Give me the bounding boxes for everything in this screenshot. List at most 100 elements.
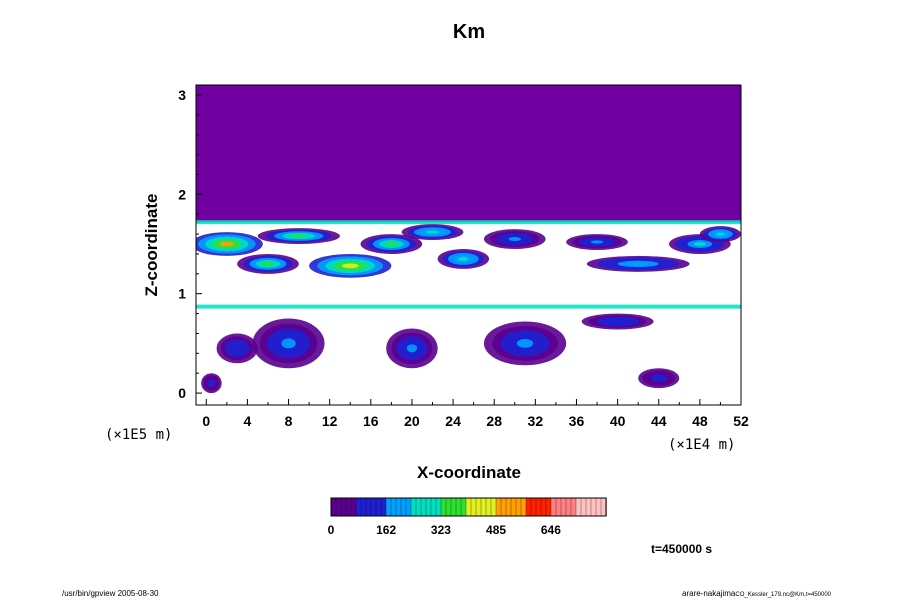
field-blob-0 [196,232,263,256]
y-axis-ticks: 0 1 2 3 [178,87,202,401]
colorbar-cell [415,497,422,517]
colorbar-tick-label: 323 [431,523,451,537]
y-tick-label: 0 [178,385,186,401]
x-tick-label: 0 [202,413,210,429]
colorbar-cell [565,497,572,517]
colorbar-cell [525,497,532,517]
colorbar-cell [500,497,507,517]
x-unit-label: (×1E4 m) [668,437,735,453]
colorbar-cell [495,497,502,517]
colorbar-tick-labels: 0 162 323 485 646 [328,523,562,537]
x-tick-label: 28 [486,413,502,429]
x-tick-label: 16 [363,413,379,429]
colorbar-cell [570,497,577,517]
colorbar-cell [365,497,372,517]
colorbar-cell [410,497,417,517]
footer-right-file: CO_Kessler_179.nc@Km,t=450000 [735,592,832,598]
field-blob-13 [216,333,258,364]
field-blob-4 [360,234,423,254]
colorbar-cell [370,497,377,517]
colorbar-cell [535,497,542,517]
colorbar-cell [590,497,597,517]
x-tick-label: 8 [285,413,293,429]
colorbar-cell [350,497,357,517]
colorbar-cell [345,497,352,517]
colorbar-tick-label: 485 [486,523,506,537]
footer-right: arare-nakajimaCO_Kessler_179.nc@Km,t=450… [682,589,831,598]
colorbar-cell [360,497,367,517]
field-blob-9 [586,255,690,272]
colorbar-cell [545,497,552,517]
x-tick-label: 20 [404,413,420,429]
colorbar-cell [435,497,442,517]
x-tick-label: 12 [322,413,338,429]
colorbar-cell [580,497,587,517]
heatmap-field [196,85,741,394]
colorbar-cell [515,497,522,517]
colorbar-cell [395,497,402,517]
colorbar-tick-label: 0 [328,523,335,537]
x-tick-label: 4 [244,413,252,429]
x-axis-ticks: 0 4 8 12 16 20 24 28 32 36 40 44 48 52 [202,399,749,429]
colorbar-cell [550,497,557,517]
y-tick-label: 3 [178,87,186,103]
time-label: t=450000 s [651,542,712,556]
field-blob-3 [309,253,392,278]
colorbar-cell [520,497,527,517]
field-blob-11 [699,226,741,243]
colorbar-cell [465,497,472,517]
colorbar-cell [560,497,567,517]
field-blob-17 [638,368,680,389]
colorbar-tick-label: 646 [541,523,561,537]
colorbar-cell [505,497,512,517]
field-blob-6 [437,248,490,269]
x-tick-label: 40 [610,413,626,429]
colorbar-cell [355,497,362,517]
colorbar-cell [375,497,382,517]
plot-frame [195,84,742,406]
colorbar-cell [575,497,582,517]
colorbar-cell [405,497,412,517]
colorbar-cell [540,497,547,517]
colorbar-cell [420,497,427,517]
field-blob-5 [401,224,464,241]
colorbar-cell [400,497,407,517]
field-blob-1 [237,253,299,274]
field-blob-15 [483,321,567,366]
colorbar-cell [385,497,392,517]
colorbar-cell [595,497,602,517]
x-tick-label: 36 [569,413,585,429]
colorbar-cell [455,497,462,517]
field-blob-14 [386,328,438,369]
x-tick-label: 24 [445,413,461,429]
colorbar-cell [485,497,492,517]
colorbar-cell [450,497,457,517]
x-tick-label: 44 [651,413,667,429]
colorbar-cell [330,497,337,517]
colorbar-cell [460,497,467,517]
footer-right-author: arare-nakajima [682,589,736,598]
colorbar [330,497,607,517]
colorbar-cell [475,497,482,517]
upper-uniform-layer [196,85,741,223]
y-tick-label: 1 [178,286,186,302]
footer-left: /usr/bin/gpview 2005-08-30 [62,589,159,598]
field-blob-2 [257,228,340,245]
colorbar-cell [430,497,437,517]
field-blob-18 [201,373,222,394]
y-axis-label: Z-coordinate [142,194,161,297]
colorbar-cell [425,497,432,517]
colorbar-cell [380,497,387,517]
colorbar-cell [470,497,477,517]
band-0 [196,220,741,225]
colorbar-cell [490,497,497,517]
field-blob-16 [581,313,654,330]
band-1 [196,304,741,309]
colorbar-tick-label: 162 [376,523,396,537]
field-blob-7 [483,229,546,249]
x-tick-label: 48 [692,413,708,429]
colorbar-cell [510,497,517,517]
x-axis-label: X-coordinate [417,463,521,482]
